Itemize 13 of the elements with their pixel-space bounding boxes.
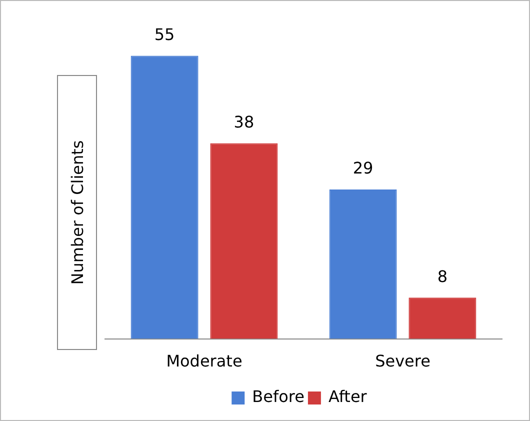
data-label: 29	[352, 158, 374, 178]
x-tick-label: Severe	[375, 352, 430, 371]
bar	[210, 143, 278, 339]
bar	[408, 298, 476, 339]
legend-label: Before	[252, 387, 304, 406]
x-tick-label: Moderate	[166, 352, 242, 371]
y-axis-title: Number of Clients	[68, 140, 86, 285]
data-label: 8	[437, 266, 448, 286]
data-label: 55	[154, 24, 175, 44]
legend-label: After	[328, 387, 368, 406]
data-label: 38	[234, 112, 254, 132]
bar	[329, 190, 397, 339]
bar	[130, 56, 198, 339]
